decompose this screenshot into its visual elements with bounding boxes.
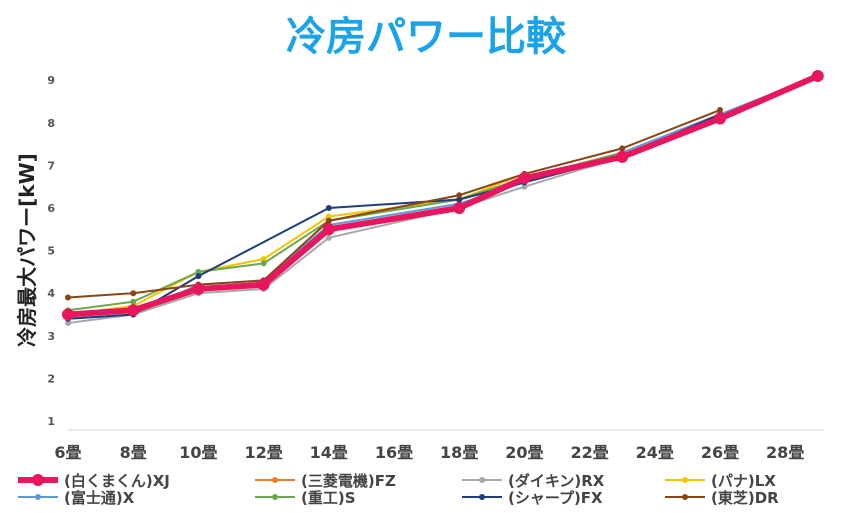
legend-label: (東芝)DR xyxy=(711,489,779,507)
data-point xyxy=(325,205,332,211)
legend-item: (パナ)LX xyxy=(665,472,776,490)
data-point xyxy=(130,298,137,305)
legend-swatch-marker xyxy=(479,477,485,483)
x-tick-label: 6畳 xyxy=(54,443,81,462)
x-tick-label: 22畳 xyxy=(570,443,608,462)
y-axis-label: 冷房最大パワー[kW] xyxy=(15,153,39,347)
legend-item: (富士通)X xyxy=(18,489,135,507)
legend-item: (東芝)DR xyxy=(665,489,779,507)
data-point xyxy=(456,192,463,199)
legend-item: (三菱電機)FZ xyxy=(255,472,396,490)
data-point xyxy=(518,172,531,185)
data-point xyxy=(130,290,137,297)
data-point xyxy=(322,223,335,236)
legend-swatch-marker xyxy=(479,494,485,500)
y-ticks: 1 2 3 4 5 6 7 8 9 xyxy=(47,74,55,428)
series-layer xyxy=(62,69,824,327)
data-point xyxy=(521,183,528,190)
legend-label: (ダイキン)RX xyxy=(508,472,605,490)
y-tick-label: 4 xyxy=(47,287,55,300)
data-point xyxy=(616,150,629,163)
x-tick-label: 26畳 xyxy=(701,443,739,462)
data-point xyxy=(325,213,332,220)
legend-swatch-marker xyxy=(682,477,688,483)
data-point xyxy=(714,112,726,125)
data-point xyxy=(619,145,626,152)
x-tick-label: 16畳 xyxy=(375,443,413,462)
data-point xyxy=(257,278,270,291)
legend-label: (白くまくん)XJ xyxy=(64,472,170,490)
x-tick-label: 14畳 xyxy=(310,443,348,462)
legend-label: (パナ)LX xyxy=(711,472,776,490)
x-tick-label: 12畳 xyxy=(244,443,282,462)
legend-swatch-marker xyxy=(682,494,688,500)
data-point xyxy=(195,273,202,280)
data-point xyxy=(192,282,205,295)
data-point xyxy=(325,217,332,224)
y-tick-label: 8 xyxy=(47,117,55,130)
legend-item: (白くまくん)XJ xyxy=(18,472,170,490)
x-tick-label: 10畳 xyxy=(179,443,217,462)
x-tick-label: 8畳 xyxy=(120,443,147,462)
y-tick-label: 1 xyxy=(47,415,55,428)
x-tick-label: 20畳 xyxy=(505,443,543,462)
y-tick-label: 9 xyxy=(47,74,55,87)
data-point xyxy=(260,260,267,267)
legend-label: (重工)S xyxy=(301,489,356,507)
x-tick-label: 18畳 xyxy=(440,443,478,462)
data-point xyxy=(195,268,202,275)
data-point xyxy=(62,308,74,321)
legend-swatch-marker xyxy=(272,494,278,500)
legend-label: (シャープ)FX xyxy=(508,489,603,507)
series-0 xyxy=(62,69,824,321)
data-point xyxy=(325,234,332,241)
legend-item: (シャープ)FX xyxy=(462,489,603,507)
legend-label: (富士通)X xyxy=(64,489,135,507)
data-point xyxy=(127,304,140,317)
data-point xyxy=(65,294,71,301)
legend-swatch-marker xyxy=(32,474,44,486)
y-tick-label: 3 xyxy=(47,330,55,343)
x-tick-label: 28畳 xyxy=(766,443,804,462)
series-line xyxy=(67,74,819,316)
y-tick-label: 7 xyxy=(47,159,55,172)
data-point xyxy=(260,256,267,263)
data-point xyxy=(717,107,723,114)
series-4 xyxy=(65,72,821,322)
chart-title: 冷房パワー比較 xyxy=(286,14,567,60)
legend-swatch-marker xyxy=(35,494,41,500)
data-point xyxy=(811,69,824,82)
y-tick-label: 2 xyxy=(47,372,55,385)
legend: (白くまくん)XJ (三菱電機)FZ (ダイキン)RX (パナ)LX (富士通)X (重工… xyxy=(18,472,779,507)
data-point xyxy=(453,202,466,214)
y-tick-label: 5 xyxy=(47,245,55,258)
legend-swatch-marker xyxy=(272,477,278,483)
legend-item: (ダイキン)RX xyxy=(462,472,605,490)
x-ticks: 6畳 8畳 10畳 12畳 14畳 16畳 18畳 20畳 22畳 24畳 26畳 28畳 xyxy=(54,443,804,462)
data-point xyxy=(65,320,71,327)
legend-label: (三菱電機)FZ xyxy=(301,472,396,490)
legend-item: (重工)S xyxy=(255,489,356,507)
y-tick-label: 6 xyxy=(47,202,55,215)
x-tick-label: 24畳 xyxy=(636,443,674,462)
series-line xyxy=(65,72,821,318)
data-point xyxy=(456,196,463,203)
